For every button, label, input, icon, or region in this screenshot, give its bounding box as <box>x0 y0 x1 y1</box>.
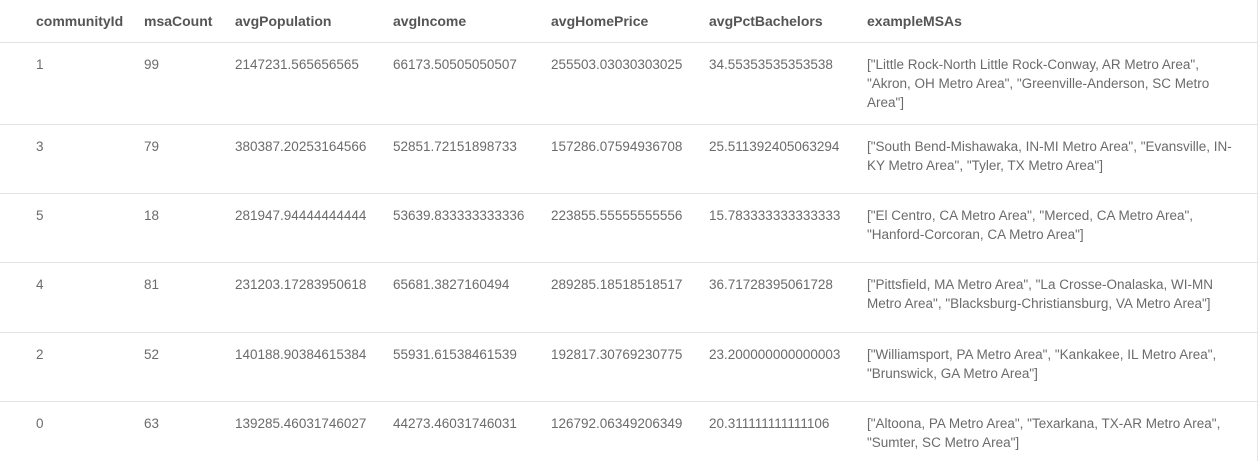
cell-avgIncome: 44273.46031746031 <box>393 416 517 431</box>
cell-avgIncome: 53639.833333333336 <box>385 193 543 263</box>
table-row: 3 79 380387.20253164566 52851.7215189873… <box>0 124 1257 194</box>
column-header-communityId[interactable]: communityId <box>0 0 136 43</box>
cell-msaCount: 52 <box>136 332 227 402</box>
cell-msaCount: 18 <box>136 193 227 263</box>
cell-communityId: 4 <box>0 262 136 333</box>
column-header-avgPctBachelors[interactable]: avgPctBachelors <box>701 0 859 43</box>
cell-msaCount: 99 <box>136 42 227 125</box>
cell-exampleMSAs: ["Pittsfield, MA Metro Area", "La Crosse… <box>859 262 1257 333</box>
cell-msaCount: 81 <box>136 262 227 333</box>
cell-avgPctBachelors: 36.71728395061728 <box>701 262 859 333</box>
cell-avgPopulation: 140188.90384615384 <box>227 332 385 402</box>
header-row: communityId msaCount avgPopulation avgIn… <box>0 0 1257 43</box>
cell-avgPctBachelors: 15.783333333333333 <box>701 193 859 263</box>
cell-avgPctBachelors: 23.200000000000003 <box>701 332 859 402</box>
cell-avgHomePrice: 126792.06349206349 <box>551 416 683 431</box>
cell-avgPopulation: 2147231.565656565 <box>227 42 385 125</box>
table-row: 2 52 140188.90384615384 55931.6153846153… <box>0 332 1257 402</box>
cell-avgIncome: 55931.61538461539 <box>385 332 543 402</box>
cell-avgPopulation: 139285.46031746027 <box>235 416 367 431</box>
table-row: 4 81 231203.17283950618 65681.3827160494… <box>0 262 1257 333</box>
column-header-exampleMSAs[interactable]: exampleMSAs <box>859 0 1257 43</box>
cell-msaCount: 63 <box>144 416 160 431</box>
cell-communityId: 5 <box>0 193 136 263</box>
cell-avgPctBachelors: 20.311111111111106 <box>709 416 830 431</box>
cell-avgHomePrice: 223855.55555555556 <box>543 193 701 263</box>
cell-avgPctBachelors: 25.511392405063294 <box>701 124 859 194</box>
cell-msaCount: 79 <box>136 124 227 194</box>
column-header-avgIncome[interactable]: avgIncome <box>385 0 543 43</box>
cell-communityId: 0 <box>36 416 44 431</box>
cell-exampleMSAs: ["South Bend-Mishawaka, IN-MI Metro Area… <box>859 124 1257 194</box>
cell-communityId: 2 <box>0 332 136 402</box>
table-row: 1 99 2147231.565656565 66173.50505050507… <box>0 42 1257 125</box>
cell-exampleMSAs: ["Altoona, PA Metro Area", "Texarkana, T… <box>867 416 1221 450</box>
cell-avgIncome: 66173.50505050507 <box>385 42 543 125</box>
cell-avgHomePrice: 192817.30769230775 <box>543 332 701 402</box>
cell-avgPopulation: 380387.20253164566 <box>227 124 385 194</box>
cell-avgPopulation: 231203.17283950618 <box>227 262 385 333</box>
cell-avgIncome: 65681.3827160494 <box>385 262 543 333</box>
cell-exampleMSAs: ["Little Rock-North Little Rock-Conway, … <box>859 42 1257 125</box>
cell-communityId: 1 <box>0 42 136 125</box>
cell-communityId: 3 <box>0 124 136 194</box>
cell-avgPopulation: 281947.94444444444 <box>227 193 385 263</box>
cell-avgPctBachelors: 34.55353535353538 <box>701 42 859 125</box>
cell-avgHomePrice: 157286.07594936708 <box>543 124 701 194</box>
cell-avgIncome: 52851.72151898733 <box>385 124 543 194</box>
column-header-avgHomePrice[interactable]: avgHomePrice <box>543 0 701 43</box>
column-header-avgPopulation[interactable]: avgPopulation <box>227 0 385 43</box>
cell-avgHomePrice: 255503.03030303025 <box>543 42 701 125</box>
cell-exampleMSAs: ["El Centro, CA Metro Area", "Merced, CA… <box>859 193 1257 263</box>
cell-exampleMSAs: ["Williamsport, PA Metro Area", "Kankake… <box>859 332 1257 402</box>
cell-avgHomePrice: 289285.18518518517 <box>543 262 701 333</box>
column-header-msaCount[interactable]: msaCount <box>136 0 227 43</box>
table-row: 0 63 139285.46031746027 44273.4603174603… <box>0 402 1257 461</box>
table-row: 5 18 281947.94444444444 53639.8333333333… <box>0 193 1257 263</box>
